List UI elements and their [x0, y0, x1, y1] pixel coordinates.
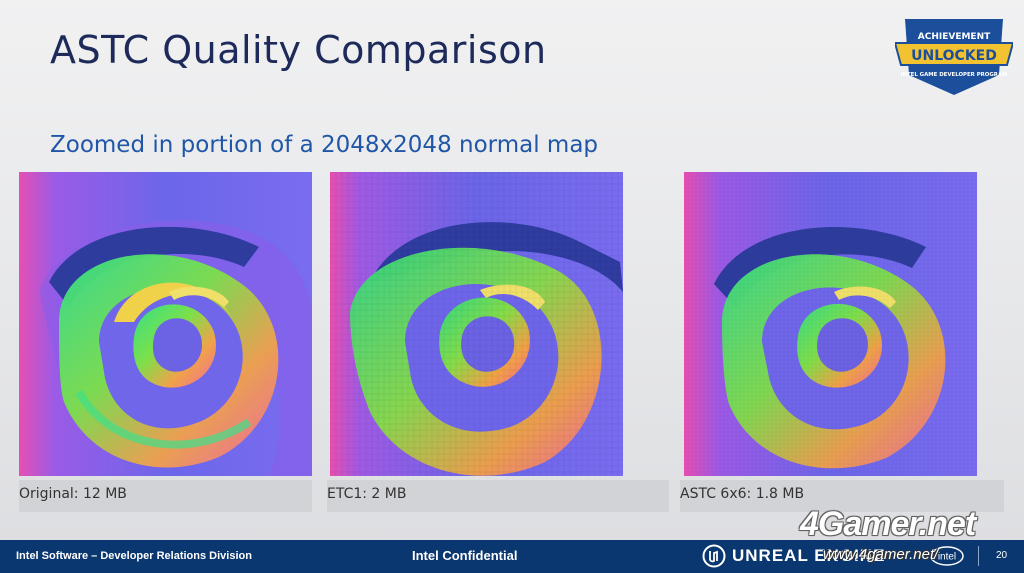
page-number: 20 [996, 550, 1008, 561]
slide-footer: Intel Software – Developer Relations Div… [0, 540, 1024, 573]
footer-division: Intel Software – Developer Relations Div… [16, 550, 252, 562]
caption-bar-etc1: ETC1: 2 MB [327, 480, 669, 512]
normal-map-etc1-image [330, 172, 623, 476]
badge-line3: INTEL GAME DEVELOPER PROGRAM [900, 72, 1007, 78]
badge-line1: ACHIEVEMENT [918, 32, 991, 42]
unreal-engine-logo-icon [702, 544, 726, 568]
footer-confidential: Intel Confidential [412, 548, 518, 563]
svg-text:intel: intel [938, 552, 956, 563]
caption-bar-original: Original: 12 MB [19, 480, 312, 512]
normal-map-astc-image [684, 172, 977, 476]
footer-divider [978, 546, 979, 566]
badge-line2: UNLOCKED [911, 48, 997, 64]
caption-original: Original: 12 MB [19, 486, 127, 502]
watermark-url: www.4gamer.net/ [823, 546, 939, 563]
footer-engine: UNREAL ENGINE [732, 546, 886, 565]
slide-subtitle: Zoomed in portion of a 2048x2048 normal … [50, 132, 599, 158]
slide-title: ASTC Quality Comparison [50, 28, 547, 72]
achievement-badge-icon: ACHIEVEMENT UNLOCKED INTEL GAME DEVELOPE… [895, 15, 1013, 99]
intel-logo-icon: intel [930, 546, 964, 566]
caption-bar-astc: ASTC 6x6: 1.8 MB [680, 480, 1004, 512]
normal-map-original-image [19, 172, 312, 476]
caption-etc1: ETC1: 2 MB [327, 486, 407, 502]
caption-astc: ASTC 6x6: 1.8 MB [680, 486, 805, 502]
watermark-brand: 4Gamer.net [800, 505, 976, 543]
